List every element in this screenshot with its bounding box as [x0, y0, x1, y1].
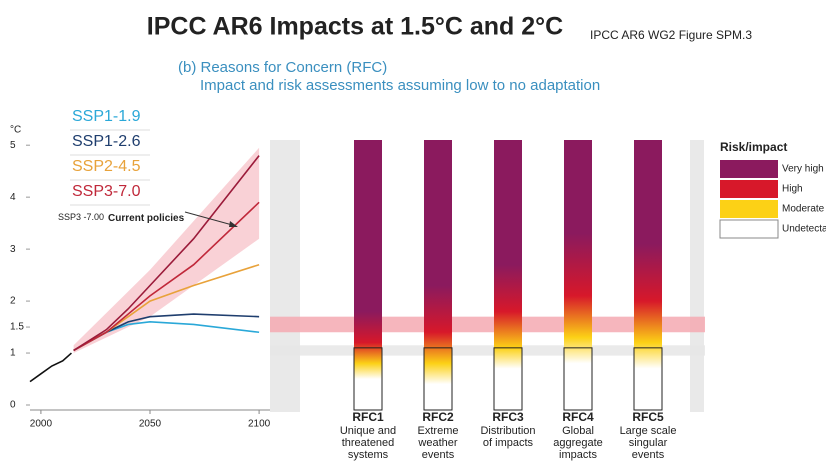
reference-band [270, 345, 705, 356]
legend-swatch [719, 219, 779, 239]
legend-label: High [782, 184, 803, 195]
title: IPCC AR6 Impacts at 1.5°C and 2°C [147, 13, 563, 41]
divider [270, 140, 300, 412]
series-line [29, 352, 72, 383]
legend-swatch [720, 180, 778, 198]
legend-label: SSP1-1.9 [72, 108, 141, 125]
rfc-bar [494, 140, 522, 405]
legend-swatch [720, 160, 778, 178]
panel-label: (b) Reasons for Concern (RFC) [178, 59, 387, 76]
source: IPCC AR6 WG2 Figure SPM.3 [590, 28, 752, 42]
legend-title: Risk/impact [720, 140, 787, 154]
x-tick-label: 2050 [139, 419, 162, 430]
y-tick-label: 0 [10, 400, 16, 411]
rfc-bar [424, 140, 452, 405]
rfc-outline [493, 347, 523, 411]
rfc-bar [354, 140, 382, 405]
legend-swatch [720, 200, 778, 218]
legend-label: SSP2-4.5 [72, 158, 141, 175]
rfc-description: Distribution [480, 425, 535, 437]
legend-label: Very high [782, 164, 824, 175]
y-tick-label: 4 [10, 192, 16, 203]
rfc-outline [353, 347, 383, 411]
rfc-description: events [422, 449, 455, 461]
y-tick-label: 1 [10, 348, 16, 359]
legend-label: Moderate [782, 204, 825, 215]
rfc-description: singular [629, 437, 668, 449]
rfc-description: Unique and [340, 425, 396, 437]
rfc-name: RFC2 [422, 410, 454, 424]
x-tick-label: 2000 [30, 419, 53, 430]
rfc-description: weather [417, 437, 457, 449]
rfc-description: impacts [559, 449, 597, 461]
rfc-description: Large scale [620, 425, 677, 437]
rfc-description: Extreme [418, 425, 459, 437]
uncertainty-band [73, 147, 260, 354]
y-tick-label: 3 [10, 244, 16, 255]
rfc-name: RFC4 [562, 410, 594, 424]
rfc-name: RFC1 [352, 410, 384, 424]
annotation: SSP3 -7.00 Current policies [58, 212, 185, 223]
rfc-description: of impacts [483, 437, 534, 449]
series-line [73, 201, 260, 352]
x-tick-label: 2100 [248, 419, 271, 430]
annotation-arrow [184, 211, 237, 227]
rfc-description: threatened [342, 437, 395, 449]
legend-label: SSP1-2.6 [72, 133, 141, 150]
y-tick-label: 2 [10, 296, 16, 307]
divider [690, 140, 704, 412]
legend-label: Undetectable [782, 224, 826, 235]
annotation-prefix: SSP3 -7.00 [58, 212, 104, 222]
series-line [73, 155, 260, 352]
y-tick-label: 1.5 [10, 322, 24, 333]
y-tick-label: 5 [10, 140, 16, 151]
rfc-description: systems [348, 449, 389, 461]
rfc-outline [423, 347, 453, 411]
rfc-name: RFC5 [632, 410, 664, 424]
rfc-bar [564, 140, 592, 405]
panel-subtitle: Impact and risk assessments assuming low… [200, 77, 600, 94]
y-unit: °C [10, 125, 21, 136]
rfc-name: RFC3 [492, 410, 524, 424]
rfc-description: events [632, 449, 665, 461]
rfc-bar [634, 140, 662, 405]
annotation-text: Current policies [108, 213, 185, 224]
rfc-description: Global [562, 425, 594, 437]
rfc-outline [633, 347, 663, 411]
rfc-outline [563, 347, 593, 411]
rfc-description: aggregate [553, 437, 603, 449]
arrow-head [229, 221, 238, 227]
legend-label: SSP3-7.0 [72, 183, 141, 200]
